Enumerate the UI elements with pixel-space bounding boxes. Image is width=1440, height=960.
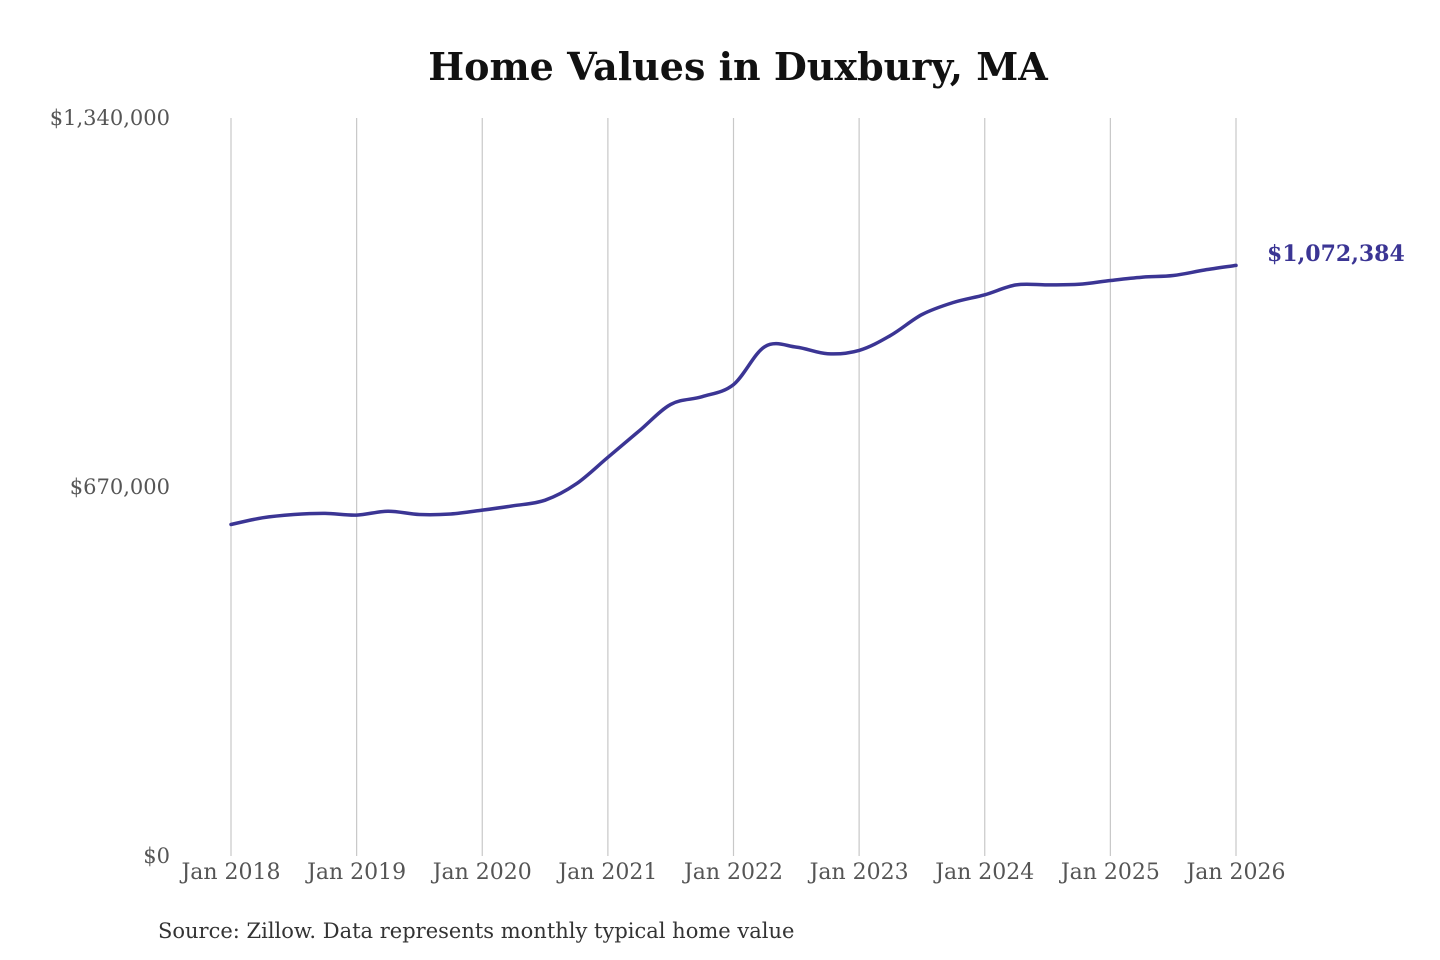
- x-tick-label: Jan 2024: [933, 860, 1034, 885]
- y-tick-label: $0: [143, 844, 170, 868]
- x-tick-label: Jan 2026: [1184, 860, 1285, 885]
- x-tick-label: Jan 2025: [1059, 860, 1160, 885]
- gridlines: [230, 118, 1237, 856]
- x-tick-label: Jan 2023: [808, 860, 909, 885]
- home-value-line: [229, 263, 1238, 527]
- latest-value-label: $1,072,384: [1267, 241, 1405, 267]
- x-tick-label: Jan 2021: [556, 860, 657, 885]
- x-tick-label: Jan 2022: [682, 860, 783, 885]
- chart-title: Home Values in Duxbury, MA: [428, 44, 1048, 89]
- y-tick-label: $670,000: [70, 475, 170, 499]
- y-axis-ticks: $0 $670,000 $1,340,000: [50, 106, 170, 868]
- x-tick-label: Jan 2019: [305, 860, 406, 885]
- y-tick-label: $1,340,000: [50, 106, 170, 130]
- x-axis-ticks: Jan 2018 Jan 2019 Jan 2020 Jan 2021 Jan 2022…: [179, 860, 1285, 885]
- x-tick-label: Jan 2020: [431, 860, 532, 885]
- x-tick-label: Jan 2018: [179, 860, 280, 885]
- source-note: Source: Zillow. Data represents monthly …: [158, 919, 794, 943]
